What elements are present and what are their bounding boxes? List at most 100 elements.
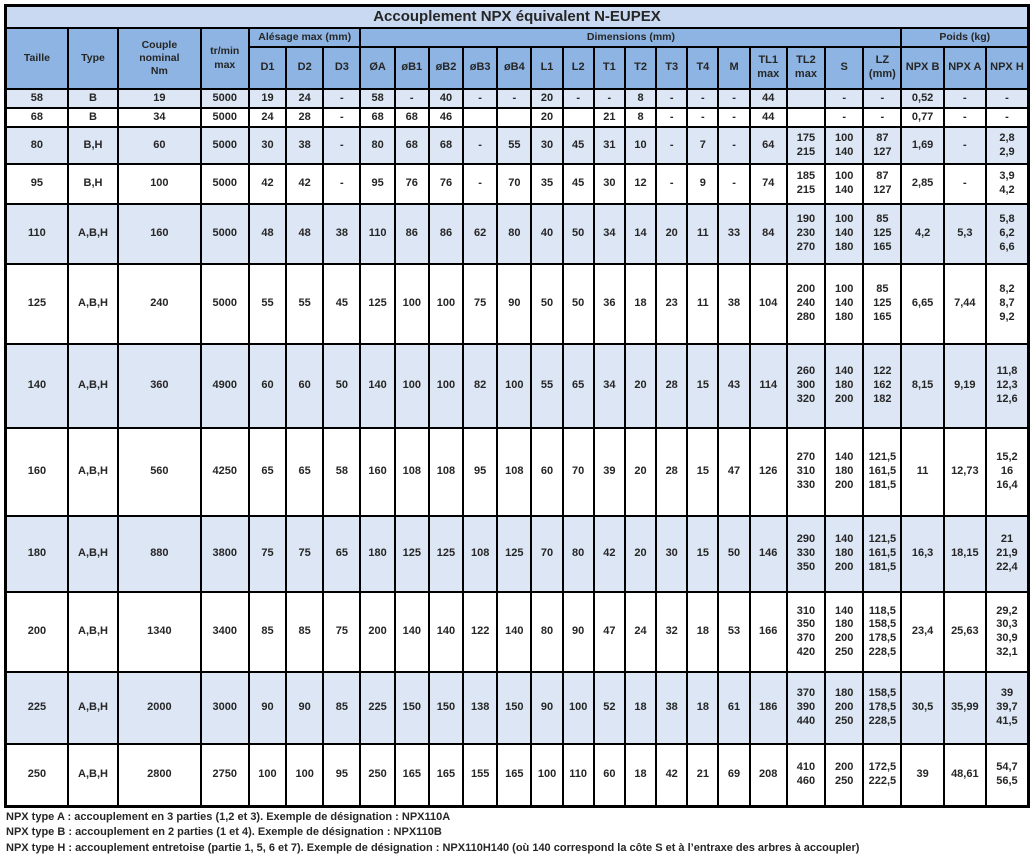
table-cell: 21 bbox=[687, 744, 718, 806]
table-cell: 18 bbox=[625, 744, 656, 806]
table-cell: 100 bbox=[249, 744, 286, 806]
table-cell: 75 bbox=[249, 516, 286, 592]
table-cell: 8 bbox=[625, 89, 656, 108]
table-cell: 100 bbox=[286, 744, 323, 806]
table-cell: 30 bbox=[249, 127, 286, 164]
group-header-cell: Alésage max (mm) bbox=[249, 28, 361, 47]
table-cell: 160 bbox=[360, 428, 394, 516]
table-cell: 30 bbox=[656, 516, 687, 592]
table-cell bbox=[497, 108, 531, 127]
table-cell: 121,5 161,5 181,5 bbox=[863, 428, 901, 516]
table-cell: 165 bbox=[429, 744, 463, 806]
table-cell: 2800 bbox=[118, 744, 200, 806]
table-cell: 24 bbox=[286, 89, 323, 108]
table-cell: 55 bbox=[249, 264, 286, 344]
table-cell: 65 bbox=[286, 428, 323, 516]
table-cell: 28 bbox=[286, 108, 323, 127]
table-cell: - bbox=[718, 164, 749, 204]
table-cell: 82 bbox=[463, 344, 497, 428]
table-cell: 58 bbox=[323, 428, 360, 516]
table-cell: - bbox=[656, 127, 687, 164]
table-cell: - bbox=[395, 89, 429, 108]
table-cell: 50 bbox=[563, 204, 594, 264]
table-cell: 410 460 bbox=[787, 744, 825, 806]
table-cell: - bbox=[718, 127, 749, 164]
table-cell: 75 bbox=[286, 516, 323, 592]
table-cell: 2,8 2,9 bbox=[986, 127, 1029, 164]
table-cell: 0,77 bbox=[901, 108, 943, 127]
table-cell: 240 bbox=[118, 264, 200, 344]
table-cell: 110 bbox=[563, 744, 594, 806]
table-cell: 100 bbox=[118, 164, 200, 204]
column-header-cell: T1 bbox=[594, 47, 625, 89]
table-cell: 29,2 30,3 30,9 32,1 bbox=[986, 592, 1029, 672]
table-cell: 11,8 12,3 12,6 bbox=[986, 344, 1029, 428]
table-cell: 166 bbox=[750, 592, 787, 672]
column-header-cell: L2 bbox=[563, 47, 594, 89]
table-cell: 74 bbox=[750, 164, 787, 204]
table-cell: 150 bbox=[497, 672, 531, 744]
table-header: Accouplement NPX équivalent N-EUPEX Tail… bbox=[6, 6, 1029, 90]
table-cell: - bbox=[863, 89, 901, 108]
table-cell: 146 bbox=[750, 516, 787, 592]
table-cell: 95 bbox=[6, 164, 68, 204]
table-cell: 15 bbox=[687, 344, 718, 428]
table-cell: 36 bbox=[594, 264, 625, 344]
table-cell: 5000 bbox=[201, 204, 249, 264]
table-cell: 122 162 182 bbox=[863, 344, 901, 428]
table-cell: - bbox=[656, 164, 687, 204]
table-cell: 85 125 165 bbox=[863, 204, 901, 264]
table-cell: 62 bbox=[463, 204, 497, 264]
table-cell: 42 bbox=[286, 164, 323, 204]
table-cell: - bbox=[687, 108, 718, 127]
table-cell: 140 bbox=[6, 344, 68, 428]
table-cell: - bbox=[825, 89, 863, 108]
table-cell: 20 bbox=[625, 428, 656, 516]
table-cell: 3,9 4,2 bbox=[986, 164, 1029, 204]
table-cell: 200 bbox=[360, 592, 394, 672]
table-cell: 44 bbox=[750, 89, 787, 108]
table-cell: 8,15 bbox=[901, 344, 943, 428]
table-cell: 3400 bbox=[201, 592, 249, 672]
table-cell: 140 180 200 bbox=[825, 516, 863, 592]
table-cell: 1340 bbox=[118, 592, 200, 672]
column-header-cell: NPX H bbox=[986, 47, 1029, 89]
table-cell: 38 bbox=[718, 264, 749, 344]
table-cell: 180 bbox=[6, 516, 68, 592]
column-header-cell: T4 bbox=[687, 47, 718, 89]
table-cell: 47 bbox=[594, 592, 625, 672]
table-cell: - bbox=[944, 89, 986, 108]
table-cell: - bbox=[563, 89, 594, 108]
table-cell: 24 bbox=[249, 108, 286, 127]
table-cell: 42 bbox=[594, 516, 625, 592]
table-cell: 85 125 165 bbox=[863, 264, 901, 344]
table-cell: 100 bbox=[531, 744, 562, 806]
table-cell: A,B,H bbox=[68, 592, 118, 672]
table-cell: 42 bbox=[249, 164, 286, 204]
table-cell: 23 bbox=[656, 264, 687, 344]
table-cell: - bbox=[463, 89, 497, 108]
table-cell: 34 bbox=[594, 344, 625, 428]
table-cell: 100 bbox=[497, 344, 531, 428]
table-cell: - bbox=[656, 89, 687, 108]
table-cell: 186 bbox=[750, 672, 787, 744]
table-cell: 86 bbox=[395, 204, 429, 264]
table-cell: - bbox=[825, 108, 863, 127]
table-cell: 12,73 bbox=[944, 428, 986, 516]
table-cell: 50 bbox=[563, 264, 594, 344]
table-cell: 53 bbox=[718, 592, 749, 672]
table-cell: 155 bbox=[463, 744, 497, 806]
table-cell: 158,5 178,5 228,5 bbox=[863, 672, 901, 744]
table-cell: 33 bbox=[718, 204, 749, 264]
table-cell: 68 bbox=[429, 127, 463, 164]
table-cell: 65 bbox=[249, 428, 286, 516]
table-cell: 28 bbox=[656, 344, 687, 428]
table-cell: 64 bbox=[750, 127, 787, 164]
column-header-cell: øB3 bbox=[463, 47, 497, 89]
table-cell: 125 bbox=[6, 264, 68, 344]
table-cell: 25,63 bbox=[944, 592, 986, 672]
